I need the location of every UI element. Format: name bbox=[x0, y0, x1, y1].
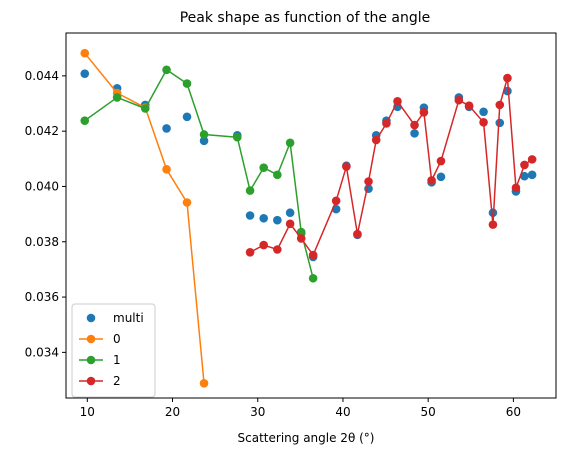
x-tick-label-60: 60 bbox=[506, 405, 521, 419]
data-point-2-14 bbox=[419, 108, 429, 117]
series-line-0 bbox=[84, 52, 205, 384]
data-point-2-3 bbox=[285, 219, 295, 229]
legend-marker-0 bbox=[86, 334, 96, 344]
data-point-0-4 bbox=[182, 198, 192, 207]
data-point-multi-26 bbox=[479, 107, 488, 117]
data-point-1-11 bbox=[296, 227, 306, 237]
data-point-1-4 bbox=[182, 79, 192, 88]
data-point-2-16 bbox=[436, 156, 446, 166]
data-point-multi-3 bbox=[162, 124, 171, 133]
data-point-1-8 bbox=[259, 163, 269, 172]
data-point-2-19 bbox=[479, 118, 488, 127]
data-point-1-12 bbox=[308, 273, 318, 283]
data-point-2-8 bbox=[353, 229, 362, 239]
data-point-2-17 bbox=[454, 95, 464, 105]
data-point-2-12 bbox=[393, 97, 402, 106]
data-point-1-9 bbox=[273, 170, 282, 180]
x-tick-label-20: 20 bbox=[165, 405, 180, 419]
data-point-0-5 bbox=[199, 379, 209, 388]
axes-frame bbox=[65, 32, 557, 399]
data-point-multi-23 bbox=[436, 172, 446, 182]
data-point-multi-32 bbox=[527, 170, 537, 180]
series-1 bbox=[80, 65, 318, 283]
legend-box bbox=[71, 303, 156, 398]
y-tick-label-2: 0.038 bbox=[25, 235, 59, 249]
y-tick-label-1: 0.036 bbox=[25, 290, 59, 304]
series-2 bbox=[245, 73, 537, 260]
x-axis-label: Scattering angle 2θ (°) bbox=[238, 431, 375, 445]
data-point-2-13 bbox=[410, 120, 419, 130]
data-point-1-0 bbox=[80, 116, 90, 125]
data-point-2-7 bbox=[342, 162, 351, 171]
data-point-1-3 bbox=[162, 65, 171, 75]
x-tick-label-40: 40 bbox=[335, 405, 350, 419]
legend-marker-1 bbox=[86, 355, 96, 365]
legend-label-1: 1 bbox=[113, 353, 121, 367]
data-point-2-25 bbox=[527, 155, 537, 164]
data-point-2-15 bbox=[427, 176, 436, 185]
data-point-2-21 bbox=[495, 100, 505, 110]
data-point-2-18 bbox=[464, 101, 474, 111]
data-point-1-6 bbox=[232, 132, 242, 142]
series-0 bbox=[80, 48, 209, 388]
data-point-2-11 bbox=[382, 119, 391, 128]
data-point-0-0 bbox=[80, 48, 90, 58]
data-point-2-24 bbox=[520, 160, 529, 170]
data-point-1-2 bbox=[140, 104, 150, 113]
data-point-2-6 bbox=[331, 196, 341, 206]
data-point-2-22 bbox=[503, 73, 512, 83]
data-point-multi-29 bbox=[503, 86, 512, 96]
data-point-1-7 bbox=[245, 186, 255, 195]
data-point-multi-5 bbox=[199, 136, 209, 146]
data-point-multi-9 bbox=[273, 215, 282, 225]
legend-label-2: 2 bbox=[113, 374, 121, 388]
data-point-2-10 bbox=[371, 135, 381, 145]
legend-marker-multi bbox=[86, 313, 96, 323]
data-point-2-0 bbox=[245, 247, 255, 257]
data-point-0-3 bbox=[162, 165, 171, 174]
data-point-2-5 bbox=[308, 250, 318, 260]
data-point-multi-7 bbox=[245, 211, 255, 220]
data-point-multi-31 bbox=[520, 171, 529, 181]
plot-area bbox=[80, 48, 537, 388]
data-point-multi-8 bbox=[259, 213, 269, 223]
data-point-1-5 bbox=[199, 130, 209, 139]
x-tick-label-50: 50 bbox=[421, 405, 436, 419]
data-point-2-23 bbox=[511, 183, 521, 193]
legend-label-multi: multi bbox=[113, 311, 144, 325]
data-point-multi-20 bbox=[410, 129, 419, 138]
data-point-2-2 bbox=[273, 245, 282, 254]
x-tick-label-10: 10 bbox=[80, 405, 95, 419]
data-point-2-4 bbox=[296, 234, 306, 243]
data-point-1-1 bbox=[112, 93, 122, 102]
data-point-2-20 bbox=[488, 220, 498, 229]
y-tick-label-3: 0.040 bbox=[25, 179, 59, 193]
data-point-2-9 bbox=[364, 177, 373, 186]
data-point-1-10 bbox=[285, 138, 295, 148]
data-point-2-1 bbox=[259, 240, 269, 250]
chart-title: Peak shape as function of the angle bbox=[180, 10, 431, 26]
data-point-multi-28 bbox=[495, 118, 505, 128]
axis-ticks: 10 20 30 40 50 600.0340.0360.0380.0400.0420.0… bbox=[25, 69, 521, 419]
data-point-multi-0 bbox=[80, 69, 90, 78]
legend-marker-2 bbox=[86, 376, 96, 386]
y-tick-label-0: 0.034 bbox=[25, 345, 59, 359]
data-point-multi-4 bbox=[182, 112, 192, 122]
legend: multi 0 1 2 bbox=[71, 303, 156, 398]
x-tick-label-30: 30 bbox=[250, 405, 265, 419]
y-tick-label-4: 0.042 bbox=[25, 124, 59, 138]
data-point-multi-10 bbox=[285, 208, 295, 218]
y-tick-label-5: 0.044 bbox=[25, 69, 59, 83]
legend-label-0: 0 bbox=[113, 332, 121, 346]
